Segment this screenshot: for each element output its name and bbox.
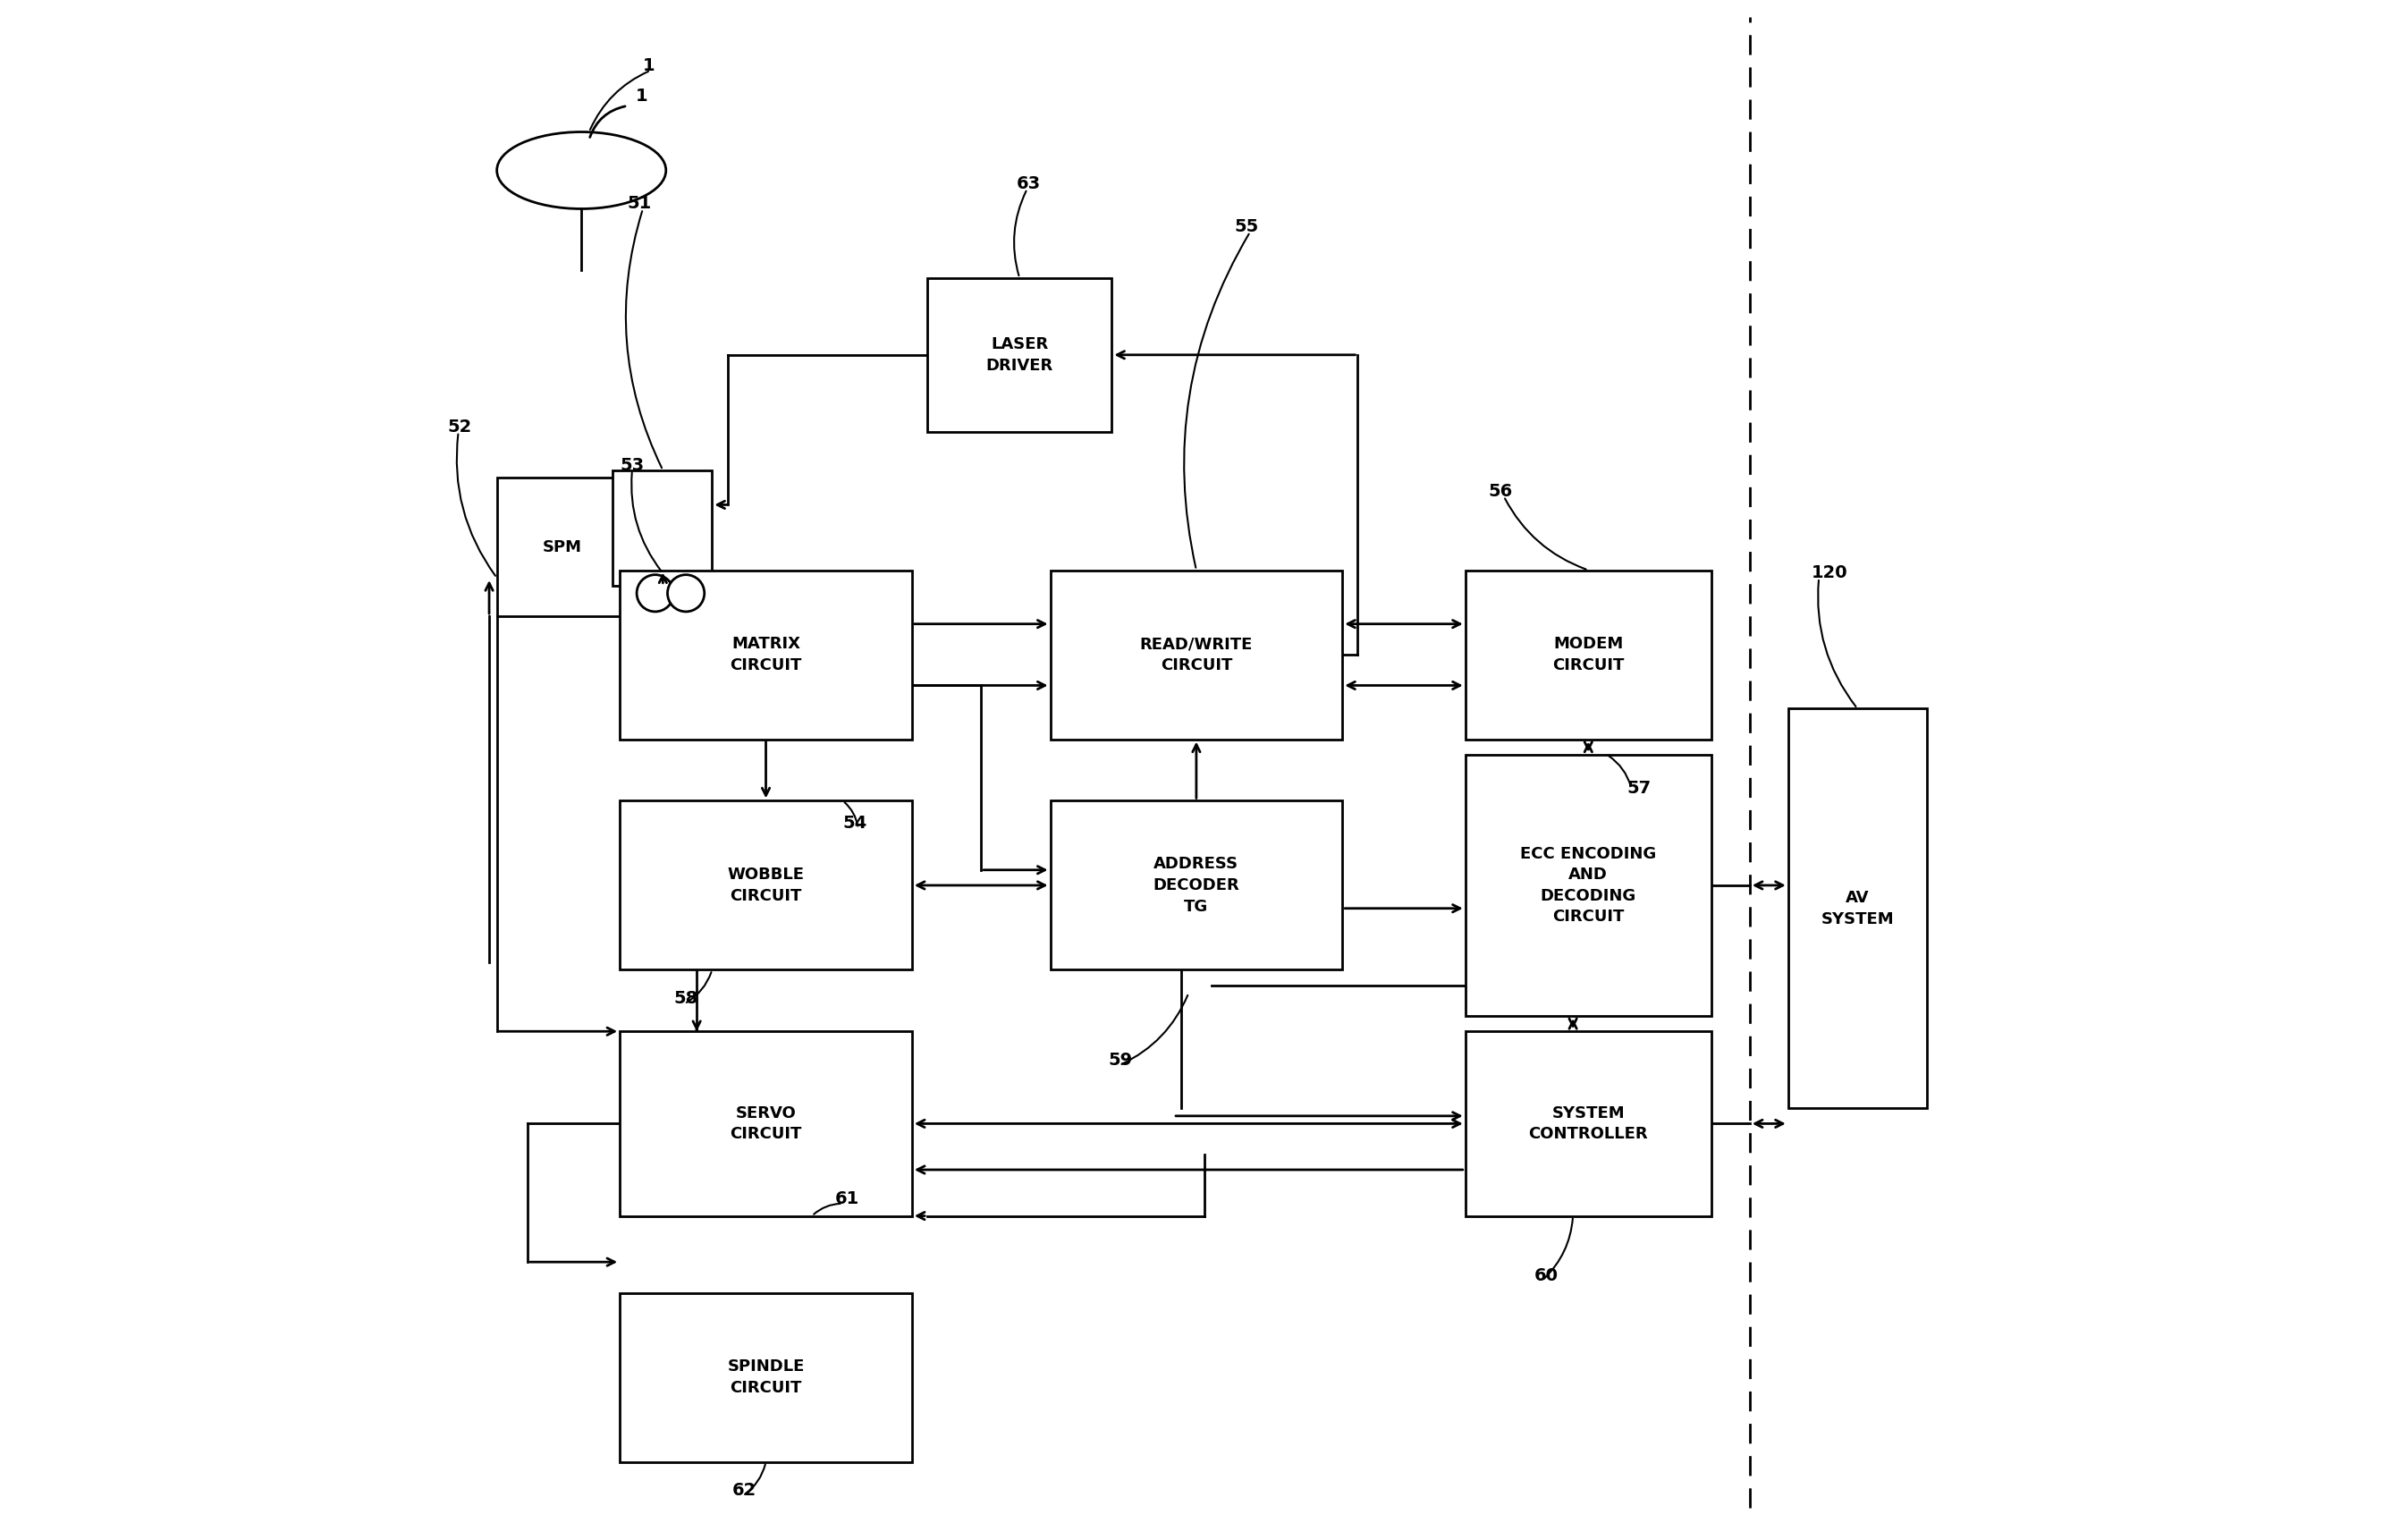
FancyBboxPatch shape — [1789, 708, 1926, 1109]
Text: 60: 60 — [1534, 1267, 1558, 1284]
FancyBboxPatch shape — [619, 801, 913, 970]
Text: LASER
DRIVER: LASER DRIVER — [985, 336, 1052, 374]
Text: MATRIX
CIRCUIT: MATRIX CIRCUIT — [730, 636, 802, 673]
FancyBboxPatch shape — [619, 1292, 913, 1461]
Text: 62: 62 — [732, 1483, 756, 1500]
FancyBboxPatch shape — [619, 1032, 913, 1217]
Text: 55: 55 — [1235, 219, 1259, 236]
FancyBboxPatch shape — [1050, 801, 1341, 970]
Circle shape — [667, 574, 706, 611]
Text: SPM: SPM — [542, 539, 583, 554]
FancyBboxPatch shape — [1466, 755, 1712, 1016]
Circle shape — [636, 574, 674, 611]
FancyBboxPatch shape — [1466, 1032, 1712, 1217]
FancyBboxPatch shape — [1466, 570, 1712, 739]
Ellipse shape — [496, 132, 667, 209]
Text: SPINDLE
CIRCUIT: SPINDLE CIRCUIT — [727, 1358, 804, 1395]
Text: ECC ENCODING
AND
DECODING
CIRCUIT: ECC ENCODING AND DECODING CIRCUIT — [1519, 845, 1657, 926]
Text: 57: 57 — [1628, 779, 1652, 796]
FancyBboxPatch shape — [612, 470, 713, 585]
Text: 120: 120 — [1811, 564, 1847, 582]
Text: 61: 61 — [836, 1190, 860, 1207]
Text: AV
SYSTEM: AV SYSTEM — [1820, 890, 1893, 927]
Text: 58: 58 — [674, 990, 698, 1007]
Text: READ/WRITE
CIRCUIT: READ/WRITE CIRCUIT — [1139, 636, 1252, 673]
Text: 1: 1 — [643, 57, 655, 74]
Text: SERVO
CIRCUIT: SERVO CIRCUIT — [730, 1106, 802, 1143]
Text: MODEM
CIRCUIT: MODEM CIRCUIT — [1553, 636, 1625, 673]
Text: 63: 63 — [1016, 176, 1040, 192]
FancyBboxPatch shape — [619, 570, 913, 739]
Text: 56: 56 — [1488, 484, 1512, 500]
Text: 51: 51 — [628, 196, 653, 213]
FancyBboxPatch shape — [927, 279, 1112, 431]
Text: WOBBLE
CIRCUIT: WOBBLE CIRCUIT — [727, 867, 804, 904]
Text: 59: 59 — [1108, 1052, 1132, 1069]
Text: ADDRESS
DECODER
TG: ADDRESS DECODER TG — [1153, 856, 1240, 915]
FancyBboxPatch shape — [1050, 570, 1341, 739]
FancyBboxPatch shape — [496, 477, 628, 616]
Text: 53: 53 — [619, 457, 643, 474]
Text: 52: 52 — [448, 419, 472, 436]
Text: 1: 1 — [636, 88, 648, 105]
Text: 54: 54 — [843, 815, 867, 832]
Text: SYSTEM
CONTROLLER: SYSTEM CONTROLLER — [1529, 1106, 1647, 1143]
